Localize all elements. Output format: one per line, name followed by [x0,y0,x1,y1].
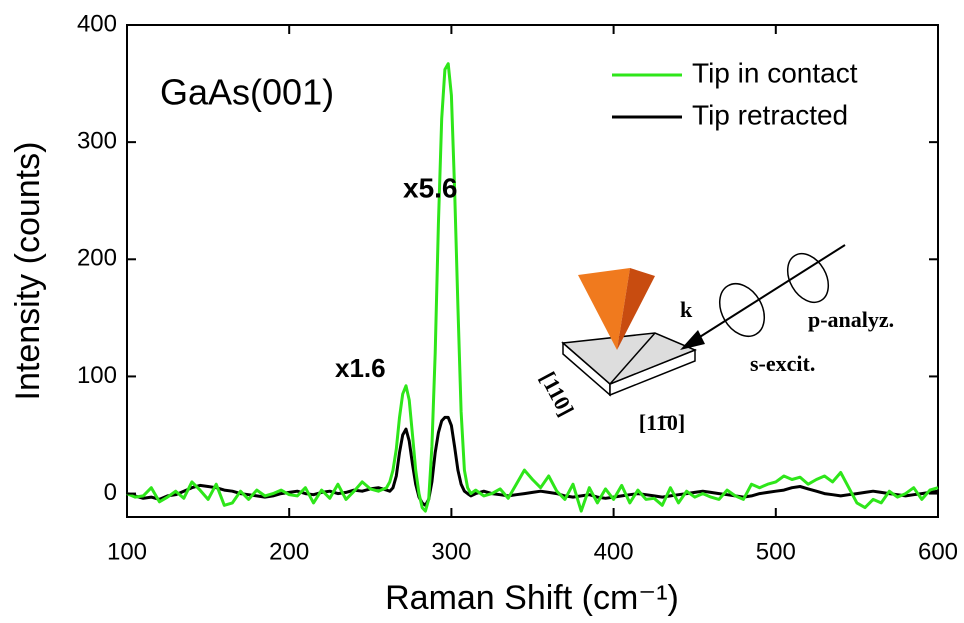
y-tick-label: 300 [77,127,117,154]
x-axis-label: Raman Shift (cm⁻¹) [385,579,679,617]
x-tick-label: 100 [107,538,147,565]
x-tick-label: 200 [269,538,309,565]
annotation: GaAs(001) [160,72,334,113]
y-tick-label: 0 [104,479,117,506]
y-tick-label: 200 [77,245,117,272]
annotation: k [680,297,693,322]
y-tick-label: 400 [77,10,117,37]
plate-top [561,332,697,385]
polarization [718,283,766,337]
y-axis-label: Intensity (counts) [9,142,47,401]
series-line [126,415,939,507]
tip [617,268,655,350]
plate-diagonal [609,332,656,385]
annotation: x5.6 [403,172,458,203]
annotation: p-analyz. [808,307,894,332]
tip [578,268,630,350]
legend-label: Tip retracted [692,99,848,130]
legend-label: Tip in contact [692,57,858,88]
inset: k p-analyz. s-excit. [110] [11̄0] [535,244,894,435]
x-tick-label: 300 [431,538,471,565]
plot-area [126,62,939,513]
annotation: x1.6 [335,353,386,383]
plot-frame [126,24,939,518]
arrow-head [680,330,705,350]
annotation: [11̄0] [639,410,685,435]
series-line [126,62,939,513]
y-tick-label: 100 [77,362,117,389]
annotation: [110] [535,367,579,420]
k-vector [694,244,846,341]
x-tick-label: 400 [594,538,634,565]
polarization [786,253,830,303]
x-tick-label: 600 [918,538,958,565]
x-tick-label: 500 [756,538,796,565]
annotation: s-excit. [750,351,815,376]
